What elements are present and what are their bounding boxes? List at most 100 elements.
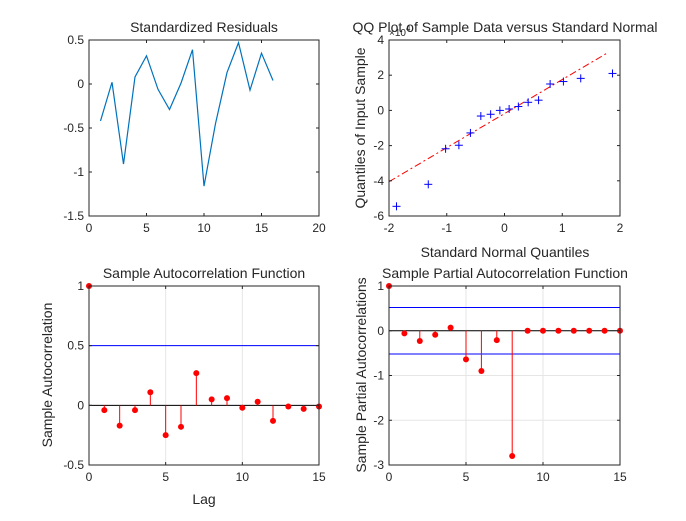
qq-ylabel: Quantiles of Input Sample xyxy=(352,47,368,208)
qq-plus-marker xyxy=(534,96,543,105)
pacf-stem-marker xyxy=(401,330,408,337)
pacf-ytick-label: 1 xyxy=(377,279,384,293)
residuals-ytick-label: -0.5 xyxy=(63,121,84,135)
qq-plus-marker xyxy=(576,74,585,83)
pacf-stem-marker xyxy=(570,327,577,334)
qq-plus-marker xyxy=(424,180,433,189)
residuals-ytick-label: -1 xyxy=(73,165,84,179)
qq-plus-marker xyxy=(441,144,450,153)
qq-xlabel: Standard Normal Quantiles xyxy=(421,244,590,260)
qq-ytick-label: 4 xyxy=(377,33,384,47)
acf-stem-marker xyxy=(224,395,230,402)
residuals-xtick-label: 20 xyxy=(312,221,326,235)
qq-plus-marker xyxy=(514,102,523,111)
acf-ytick-label: 0.5 xyxy=(67,339,84,353)
qq-xtick-label: -2 xyxy=(384,221,395,235)
residuals-series-line xyxy=(99,40,274,187)
qq-plus-marker xyxy=(454,141,463,150)
residuals-ytick-label: 0.5 xyxy=(67,33,84,47)
acf-xtick-label: 5 xyxy=(162,470,169,484)
acf-ytick-label: 0 xyxy=(77,398,84,412)
residuals-xtick-label: 15 xyxy=(255,221,269,235)
qq-plus-marker xyxy=(546,80,555,88)
qq-ticks: -2 -1 0 1 2 -6 -4 -2 0 2 4 xyxy=(373,33,623,235)
qq-reference-line xyxy=(388,51,609,183)
acf-ylabel: Sample Autocorrelation xyxy=(39,303,55,448)
qq-xtick-label: 2 xyxy=(617,221,624,235)
acf-stem-marker xyxy=(208,396,215,403)
pacf-stem-marker xyxy=(463,356,469,363)
pacf-panel: Sample Partial Autocorrelation Function … xyxy=(353,265,628,484)
residuals-ticks: 0 5 10 15 20 -1.5 -1 -0.5 0 0.5 xyxy=(63,33,326,235)
acf-stem-marker xyxy=(101,407,108,414)
acf-stem-marker xyxy=(162,432,169,439)
pacf-stem-marker xyxy=(432,331,439,338)
qq-reference xyxy=(388,51,609,183)
qq-title: QQ Plot of Sample Data versus Standard N… xyxy=(352,19,657,35)
residuals-xtick-label: 10 xyxy=(197,221,211,235)
pacf-title: Sample Partial Autocorrelation Function xyxy=(382,265,628,281)
qq-exponent-power: 4 xyxy=(406,24,411,33)
pacf-xtick-label: 10 xyxy=(536,470,550,484)
residuals-panel: Standardized Residuals 0 5 10 15 20 -1.5 -1 -0.… xyxy=(63,19,326,235)
residuals-ytick-label: -1.5 xyxy=(63,209,84,223)
acf-stem-marker xyxy=(254,398,261,405)
acf-stem-marker xyxy=(239,404,246,411)
pacf-ticks: 0 5 10 15 -3 -2 -1 0 1 xyxy=(373,279,627,484)
qq-xtick-label: -1 xyxy=(441,221,452,235)
qq-panel: QQ Plot of Sample Data versus Standard N… xyxy=(352,19,658,260)
residuals-xtick-label: 0 xyxy=(86,221,93,235)
pacf-marks xyxy=(386,283,623,460)
qq-plus-marker xyxy=(559,77,568,86)
pacf-stem-marker xyxy=(524,327,531,334)
pacf-xtick-label: 15 xyxy=(613,470,627,484)
pacf-stem-marker xyxy=(416,338,423,345)
acf-panel: Sample Autocorrelation Function 0 5 10 15-0… xyxy=(39,265,326,507)
qq-marks xyxy=(392,69,617,211)
pacf-reference xyxy=(389,306,620,355)
acf-ticks: 0 5 10 15-0.500.51 xyxy=(63,279,326,484)
pacf-stem-marker xyxy=(540,327,546,334)
acf-stem-marker xyxy=(285,403,292,410)
qq-plus-marker xyxy=(524,98,533,107)
residuals-title: Standardized Residuals xyxy=(130,19,278,35)
pacf-ytick-label: 0 xyxy=(377,324,384,338)
qq-plus-marker xyxy=(466,128,475,137)
pacf-stem-marker xyxy=(555,327,562,334)
qq-ytick-label: -4 xyxy=(373,174,384,188)
qq-plus-marker xyxy=(495,106,504,115)
qq-xtick-label: 0 xyxy=(501,221,508,235)
residuals-marks xyxy=(99,40,274,187)
acf-ytick-label: -0.5 xyxy=(63,458,84,472)
pacf-stem-marker xyxy=(586,327,593,334)
acf-stem-marker xyxy=(116,422,123,429)
residuals-xtick-label: 5 xyxy=(143,221,150,235)
acf-stem-marker xyxy=(178,423,184,430)
pacf-xtick-label: 0 xyxy=(386,470,393,484)
qq-ytick-label: 0 xyxy=(377,103,384,117)
pacf-ylabel: Sample Partial Autocorrelations xyxy=(353,277,369,472)
pacf-ytick-label: -1 xyxy=(373,369,384,383)
qq-ytick-label: -6 xyxy=(373,209,384,223)
pacf-stem-marker xyxy=(447,324,454,331)
acf-title: Sample Autocorrelation Function xyxy=(103,265,305,281)
qq-exponent-label: ×104 xyxy=(389,24,411,39)
acf-stem-marker xyxy=(147,389,154,396)
qq-ytick-label: -2 xyxy=(373,139,384,153)
pacf-ytick-label: -2 xyxy=(373,413,384,427)
residuals-ytick-label: 0 xyxy=(77,77,84,91)
pacf-stem-marker xyxy=(601,327,608,334)
qq-plus-marker xyxy=(608,69,617,78)
acf-stem-marker xyxy=(132,407,138,414)
pacf-stem-marker xyxy=(509,453,516,460)
acf-stem-marker xyxy=(300,405,307,412)
pacf-ytick-label: -3 xyxy=(373,458,384,472)
acf-xtick-label: 15 xyxy=(312,470,326,484)
acf-ytick-label: 1 xyxy=(77,279,84,293)
qq-ytick-label: 2 xyxy=(377,68,384,82)
pacf-stem-marker xyxy=(478,368,485,375)
qq-plus-marker xyxy=(476,112,485,121)
pacf-xtick-label: 5 xyxy=(463,470,470,484)
